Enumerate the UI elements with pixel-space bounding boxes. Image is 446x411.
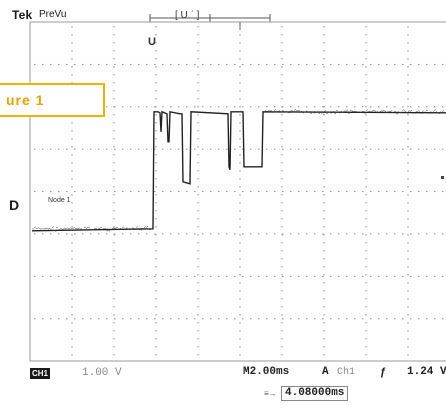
graticule-dots bbox=[34, 26, 444, 356]
trace-label: Node 1 bbox=[48, 197, 71, 204]
trigger-source: Ch1 bbox=[337, 367, 356, 378]
graticule bbox=[29, 21, 446, 362]
channel-ground-marker: D bbox=[9, 197, 20, 213]
waveform-trace bbox=[31, 110, 446, 232]
trigger-level-marker bbox=[441, 176, 444, 179]
waveform-noise bbox=[31, 109, 446, 232]
header-ruler bbox=[149, 14, 271, 30]
channel-scale: 1.00 V bbox=[82, 367, 122, 379]
trigger-position-bracket: [ U ˈ ] bbox=[175, 10, 200, 21]
timebase-readout: M2.00ms bbox=[243, 366, 290, 378]
channel-badge: CH1 bbox=[30, 368, 51, 379]
delay-value: 4.08000ms bbox=[281, 386, 349, 401]
tek-brand: Tek bbox=[12, 8, 33, 22]
delay-icon: ≡→ bbox=[264, 389, 277, 398]
trigger-mode: A bbox=[322, 366, 329, 378]
trigger-level: 1.24 V bbox=[407, 366, 446, 378]
figure-label: ure 1 bbox=[0, 83, 105, 117]
trigger-slope-icon: ƒ bbox=[380, 366, 387, 378]
acquisition-mode: PreVu bbox=[39, 9, 67, 20]
upper-marker: U bbox=[148, 36, 156, 48]
